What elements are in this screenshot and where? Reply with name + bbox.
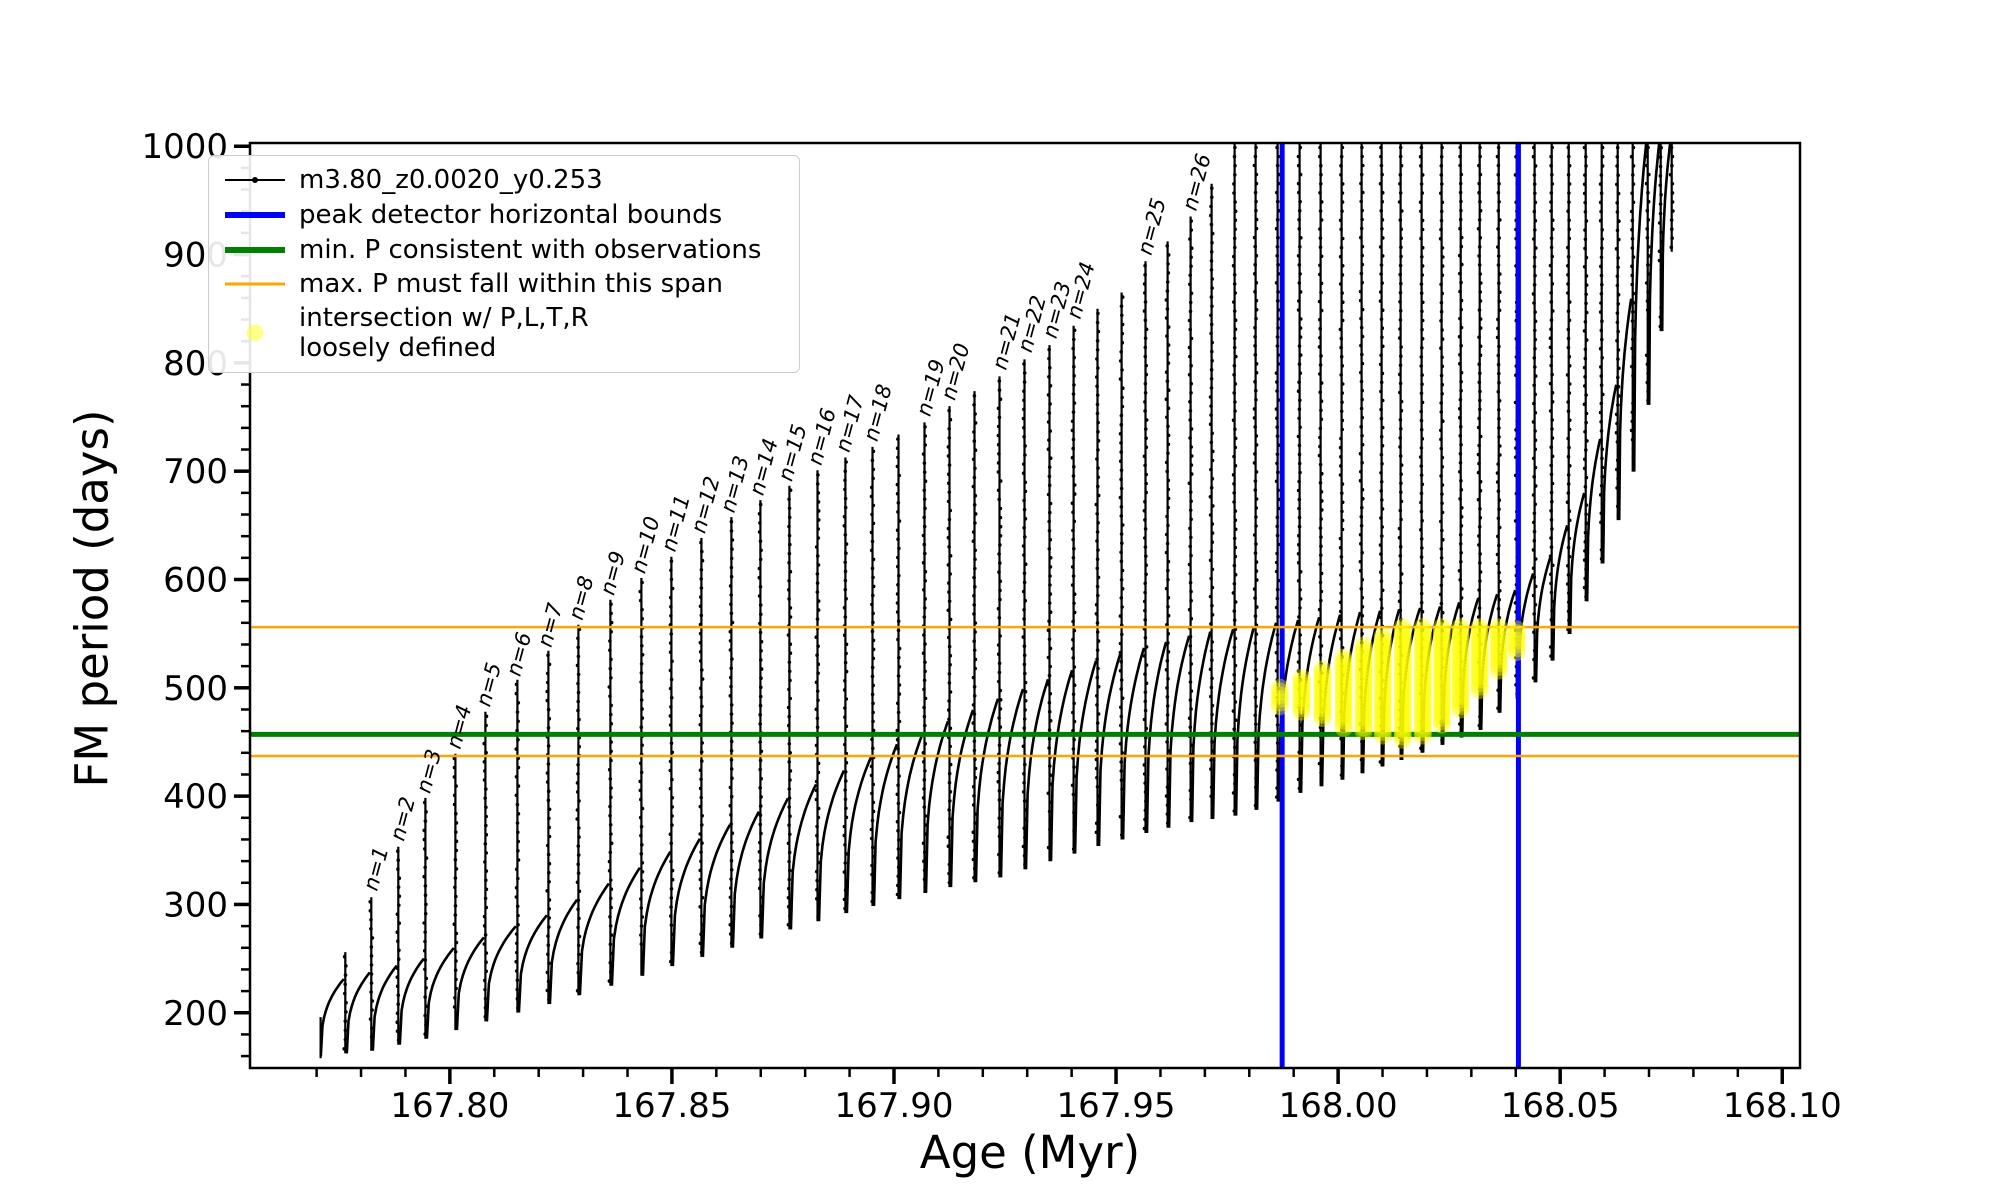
series-markers (342, 145, 1675, 1051)
svg-text:n=20: n=20 (936, 341, 974, 403)
svg-text:168.05: 168.05 (1501, 1086, 1620, 1126)
svg-text:300: 300 (163, 885, 228, 925)
svg-text:n=2: n=2 (385, 794, 420, 843)
peak-detector-bounds-lines (1279, 143, 1521, 1068)
legend-entry-peak-bounds: peak detector horizontal bounds (225, 198, 789, 233)
svg-text:n=4: n=4 (442, 702, 477, 751)
legend-entry-max-p: max. P must fall within this span (225, 267, 789, 302)
legend-label-min-p: min. P consistent with observations (299, 234, 762, 265)
legend-entry-series: m3.80_z0.0020_y0.253 (225, 163, 789, 198)
svg-text:167.80: 167.80 (390, 1086, 509, 1126)
svg-text:700: 700 (163, 452, 228, 492)
legend-label-peak-bounds: peak detector horizontal bounds (299, 199, 723, 230)
svg-text:168.10: 168.10 (1723, 1086, 1842, 1126)
x-axis-label: Age (Myr) (919, 1126, 1141, 1179)
svg-text:400: 400 (163, 777, 228, 817)
yellow-dot-icon (225, 322, 285, 344)
svg-text:200: 200 (163, 994, 228, 1034)
svg-text:n=3: n=3 (412, 747, 447, 796)
svg-text:n=5: n=5 (471, 660, 506, 709)
series-line-marker-icon (225, 169, 285, 191)
legend-label-max-p: max. P must fall within this span (299, 269, 724, 300)
legend-label-intersection: intersection w/ P,L,T,R loosely defined (299, 303, 589, 364)
legend-label-series: m3.80_z0.0020_y0.253 (299, 165, 603, 196)
svg-text:n=26: n=26 (1178, 151, 1216, 213)
svg-text:167.90: 167.90 (834, 1086, 953, 1126)
green-line-icon (225, 239, 285, 261)
svg-text:168.00: 168.00 (1279, 1086, 1398, 1126)
legend-entry-intersection: intersection w/ P,L,T,R loosely defined (225, 302, 789, 365)
axes: 167.80 167.85 167.90 167.95 168.00 168.05 168.… (141, 127, 1841, 1126)
svg-text:n=9: n=9 (595, 549, 630, 598)
svg-text:167.85: 167.85 (612, 1086, 731, 1126)
svg-text:167.95: 167.95 (1057, 1086, 1176, 1126)
svg-text:n=25: n=25 (1133, 196, 1171, 258)
blue-line-icon (225, 204, 285, 226)
y-axis-label: FM period (days) (65, 409, 119, 788)
legend-entry-min-p: min. P consistent with observations (225, 232, 789, 267)
legend: m3.80_z0.0020_y0.253 peak detector horiz… (208, 155, 800, 373)
orange-line-icon (225, 273, 285, 295)
svg-text:n=8: n=8 (564, 573, 599, 622)
svg-text:n=18: n=18 (859, 382, 897, 444)
intersection-scatter (1270, 618, 1526, 749)
svg-text:500: 500 (163, 669, 228, 709)
series-m3.80 (319, 142, 1675, 1059)
svg-text:n=7: n=7 (533, 600, 568, 650)
svg-text:n=1: n=1 (359, 844, 394, 893)
svg-text:n=6: n=6 (502, 630, 537, 679)
svg-text:n=24: n=24 (1062, 259, 1100, 321)
svg-text:600: 600 (163, 561, 228, 601)
